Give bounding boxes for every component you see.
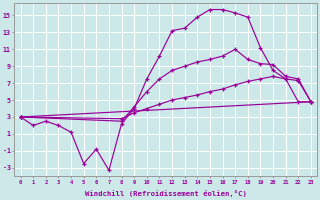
X-axis label: Windchill (Refroidissement éolien,°C): Windchill (Refroidissement éolien,°C) bbox=[85, 190, 247, 197]
